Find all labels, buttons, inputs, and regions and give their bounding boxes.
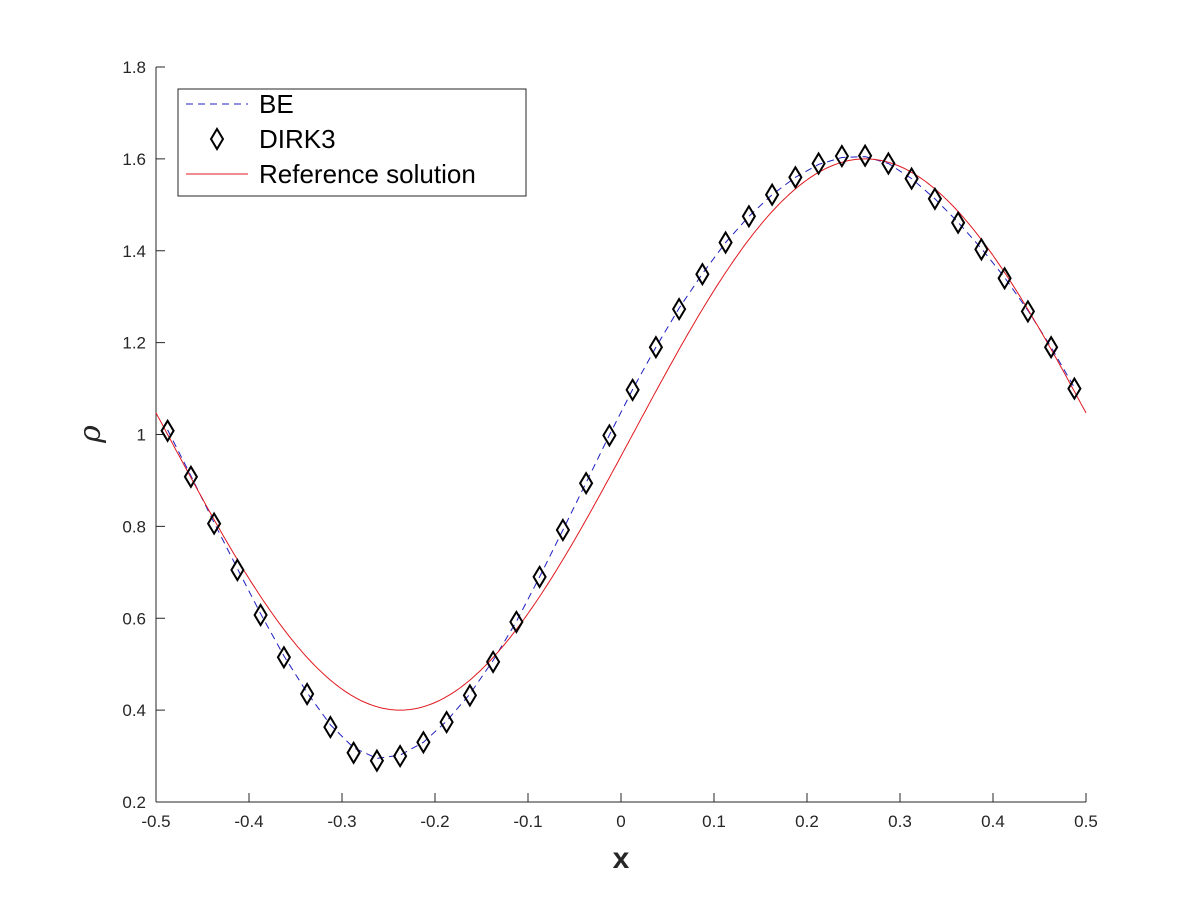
dirk3-marker (369, 748, 385, 773)
dirk3-marker (1067, 376, 1082, 401)
dirk3-marker (253, 603, 268, 627)
dirk3-marker (857, 143, 873, 168)
dirk3-marker (718, 230, 733, 255)
y-tick-label: 1.8 (122, 58, 146, 77)
dirk3-marker (974, 237, 989, 262)
y-tick-label: 1.4 (122, 242, 146, 261)
y-tick-label: 0.4 (122, 701, 146, 720)
dirk3-marker (532, 564, 547, 589)
x-tick-label: 0.2 (795, 812, 819, 831)
legend-label-dirk3: DIRK3 (259, 124, 336, 154)
dirk3-marker (764, 182, 780, 207)
x-tick-label: 0 (616, 812, 625, 831)
x-tick-label: 0.4 (981, 812, 1005, 831)
dirk3-marker (346, 740, 361, 765)
dirk3-marker (695, 262, 710, 287)
x-tick-label: -0.2 (420, 812, 449, 831)
legend-label-reference: Reference solution (259, 159, 476, 189)
y-axis-ticks: 0.2 0.4 0.6 0.8 1 1.2 1.4 1.6 1.8 (122, 58, 165, 812)
series-layer (155, 143, 1087, 773)
y-tick-label: 0.2 (122, 793, 146, 812)
dirk3-marker (811, 151, 826, 176)
x-axis-label: x (613, 842, 630, 875)
dirk3-marker (183, 464, 199, 489)
dirk3-marker (555, 518, 571, 542)
dirk3-marker (671, 297, 687, 322)
dirk3-marker (160, 418, 175, 443)
dirk3-marker (788, 165, 803, 190)
legend-swatch-dirk3 (209, 127, 225, 151)
dirk3-marker (230, 558, 245, 582)
x-tick-label: -0.4 (234, 812, 263, 831)
dirk3-marker (625, 377, 640, 402)
x-tick-label: 0.5 (1074, 812, 1098, 831)
dirk3-marker (834, 144, 850, 169)
dirk3-marker (462, 683, 478, 708)
y-tick-label: 1.6 (122, 150, 146, 169)
legend-box (177, 88, 527, 197)
dirk3-marker (927, 186, 943, 211)
y-tick-label: 0.8 (122, 517, 146, 536)
dirk3-marker (509, 609, 524, 634)
y-axis-label: ρ (73, 425, 108, 444)
legend-label-be: BE (259, 89, 294, 119)
dirk3-marker (1020, 299, 1036, 324)
dirk3-marker (206, 511, 222, 536)
dirk3-marker (997, 266, 1012, 291)
y-tick-label: 1.2 (122, 334, 146, 353)
dirk3-marker (299, 682, 315, 706)
dirk3-marker (904, 166, 919, 191)
legend: BE DIRK3 Reference solution (177, 88, 527, 197)
y-tick-label: 0.6 (122, 609, 146, 628)
x-tick-label: 0.3 (888, 812, 912, 831)
dirk3-marker (881, 151, 896, 176)
dirk3-marker (578, 471, 594, 496)
x-tick-label: 0.1 (702, 812, 726, 831)
dirk3-marker (648, 335, 664, 360)
x-tick-label: -0.1 (513, 812, 542, 831)
dirk3-marker (276, 645, 292, 670)
dirk3-marker (485, 649, 501, 674)
x-tick-label: -0.5 (141, 812, 170, 831)
dirk3-marker (741, 204, 757, 229)
dirk3-marker (1043, 335, 1059, 360)
series-line-reference-solution (155, 158, 1087, 711)
dirk3-marker (416, 730, 431, 755)
y-tick-label: 1 (137, 426, 146, 445)
x-tick-label: -0.3 (327, 812, 356, 831)
dirk3-marker (602, 423, 617, 448)
series-line-be (167, 156, 1075, 759)
dirk3-marker (950, 210, 966, 235)
dirk3-marker (439, 710, 454, 735)
x-axis-ticks: -0.5 -0.4 -0.3 -0.2 -0.1 0 0.1 0.2 0.3 0.4 0.5 (141, 793, 1098, 831)
dirk3-marker (392, 744, 408, 769)
dirk3-marker (323, 715, 338, 740)
